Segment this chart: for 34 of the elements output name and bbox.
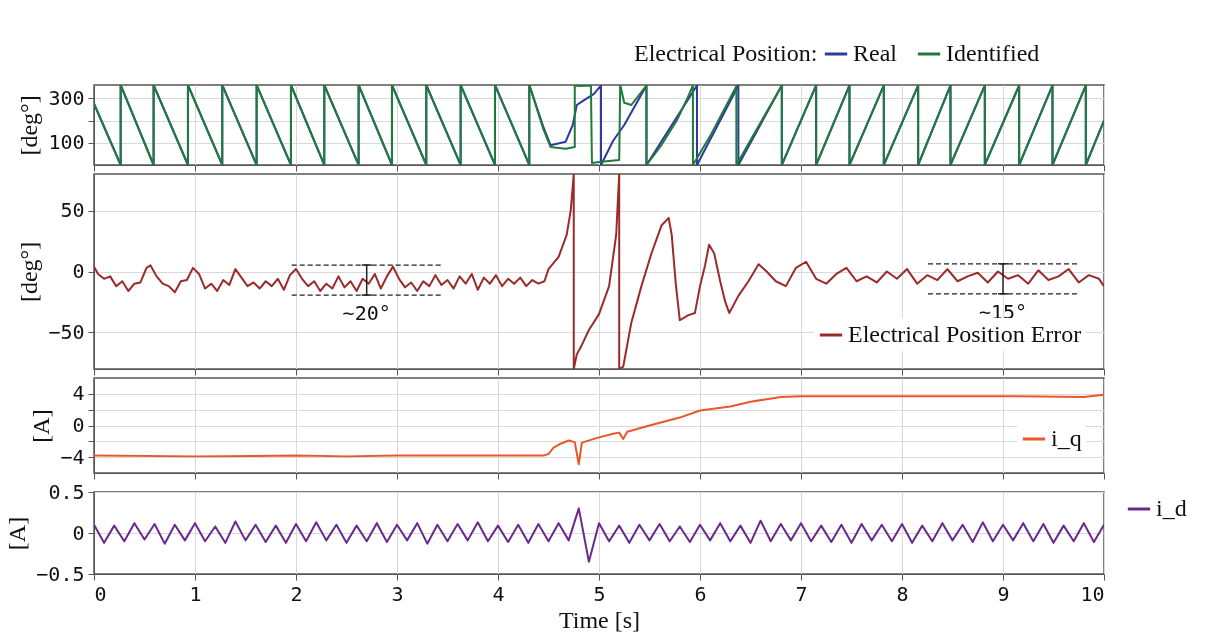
y-tick-label: 0 — [72, 413, 85, 437]
y-tick-label: 100 — [48, 130, 85, 155]
y-axis-title: [deg°] — [16, 241, 43, 303]
y-axis-title: [A] — [4, 516, 31, 551]
y-axis-title: [A] — [28, 409, 55, 443]
y-tick-label: 0 — [72, 520, 85, 545]
x-tick-label: 0 — [94, 581, 107, 606]
x-tick-label: 1 — [189, 581, 202, 606]
x-tick-label: 6 — [694, 581, 707, 606]
y-axis-title: [deg°] — [16, 95, 43, 156]
y-tick-label: −4 — [60, 444, 85, 469]
y-tick-label: 0 — [72, 259, 85, 283]
x-tick-label: 9 — [997, 581, 1010, 606]
y-tick-label: 300 — [48, 85, 85, 110]
x-tick-label: 7 — [795, 581, 808, 606]
x-tick-label: 8 — [896, 581, 909, 606]
y-tick-label: 4 — [72, 381, 85, 406]
annotation: ~20° — [342, 301, 391, 326]
y-tick-label: −50 — [48, 319, 85, 344]
x-tick-label: 10 — [1080, 581, 1105, 606]
legend-title: Electrical Position: — [634, 40, 818, 66]
x-tick-label: 3 — [391, 581, 404, 606]
legend-label: i_d — [1156, 495, 1187, 521]
y-tick-label: 50 — [60, 198, 85, 223]
legend-label: i_q — [1051, 425, 1082, 451]
x-tick-label: 4 — [492, 581, 505, 606]
x-axis-title: Time [s] — [558, 606, 641, 633]
legend-label: Identified — [946, 40, 1040, 66]
y-tick-label: 0.5 — [48, 479, 85, 504]
legend-label: Electrical Position Error — [848, 321, 1082, 347]
x-tick-label: 2 — [290, 581, 303, 606]
y-tick-label: −0.5 — [36, 561, 85, 586]
legend-label: Real — [853, 40, 898, 66]
x-tick-label: 5 — [593, 581, 606, 606]
